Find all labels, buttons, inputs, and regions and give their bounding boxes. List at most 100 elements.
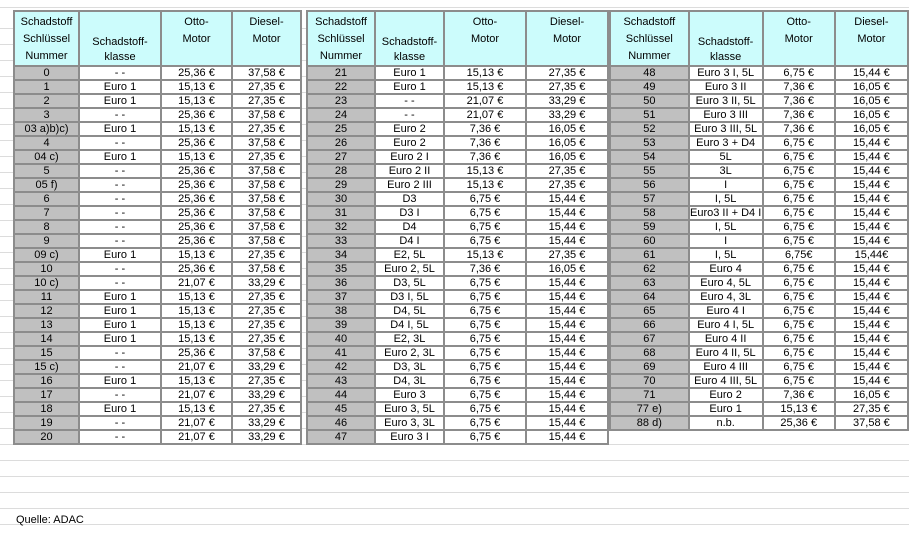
- cell-otto-motor: 25,36 €: [160, 163, 233, 179]
- cell-schadstoffklasse: Euro 4 III, 5L: [687, 373, 764, 389]
- cell-diesel-motor: 37,58 €: [231, 219, 302, 235]
- cell-otto-motor: 6,75 €: [761, 191, 836, 207]
- cell-schluessel-nummer: 33: [306, 233, 376, 249]
- cell-schadstoffklasse: Euro 3 III, 5L: [687, 121, 764, 137]
- cell-schluessel-nummer: 48: [609, 65, 690, 81]
- table-row: 30 D3 6,75 €15,44 €: [306, 191, 609, 207]
- table-row: 22 Euro 1 15,13 €27,35 €: [306, 79, 609, 95]
- cell-schadstoffklasse: E2, 5L: [374, 247, 445, 263]
- cell-schadstoffklasse: D4, 3L: [374, 373, 445, 389]
- cell-schadstoffklasse: Euro 1: [78, 373, 162, 389]
- cell-diesel-motor: 27,35 €: [231, 289, 302, 305]
- cell-schadstoffklasse: - -: [78, 65, 162, 81]
- cell-schadstoffklasse: D4: [374, 219, 445, 235]
- cell-diesel-motor: 37,58 €: [231, 233, 302, 249]
- table-row: 32 D4 6,75 €15,44 €: [306, 219, 609, 235]
- cell-schluessel-nummer: 40: [306, 331, 376, 347]
- cell-schluessel-nummer: 32: [306, 219, 376, 235]
- table-row: 29 Euro 2 III 15,13 €27,35 €: [306, 177, 609, 193]
- cell-otto-motor: 6,75 €: [443, 429, 527, 445]
- cell-diesel-motor: 15,44 €: [833, 345, 909, 361]
- cell-schadstoffklasse: - -: [78, 219, 162, 235]
- cell-otto-motor: 6,75 €: [761, 373, 836, 389]
- source-note: Quelle: ADAC: [16, 514, 84, 526]
- table-row: 88 d) n.b. 25,36 €37,58 €: [609, 415, 909, 431]
- cell-otto-motor: 6,75 €: [443, 289, 527, 305]
- cell-schluessel-nummer: 26: [306, 135, 376, 151]
- cell-schadstoffklasse: - -: [78, 177, 162, 193]
- cell-diesel-motor: 15,44 €: [833, 191, 909, 207]
- cell-diesel-motor: 27,35 €: [525, 79, 609, 95]
- cell-schluessel-nummer: 30: [306, 191, 376, 207]
- table-row: 68 Euro 4 II, 5L 6,75 €15,44 €: [609, 345, 909, 361]
- cell-schluessel-nummer: 25: [306, 121, 376, 137]
- cell-otto-motor: 6,75 €: [761, 177, 836, 193]
- table-row: 37 D3 I, 5L 6,75 €15,44 €: [306, 289, 609, 305]
- cell-schluessel-nummer: 38: [306, 303, 376, 319]
- cell-diesel-motor: 15,44€: [833, 247, 909, 263]
- cell-otto-motor: 21,07 €: [160, 387, 233, 403]
- cell-schluessel-nummer: 63: [609, 275, 690, 291]
- cell-schadstoffklasse: I, 5L: [687, 219, 764, 235]
- cell-diesel-motor: 15,44 €: [525, 233, 609, 249]
- cell-diesel-motor: 33,29 €: [525, 107, 609, 123]
- cell-diesel-motor: 37,58 €: [231, 191, 302, 207]
- cell-schadstoffklasse: Euro 2 I: [374, 149, 445, 165]
- header-line: Schadstoff: [623, 16, 676, 28]
- cell-schadstoffklasse: Euro 1: [374, 79, 445, 95]
- cell-schluessel-nummer: 64: [609, 289, 690, 305]
- cell-schadstoffklasse: D3, 3L: [374, 359, 445, 375]
- header-otto-motor: Otto- Motor: [443, 10, 527, 67]
- table-row: 05 f) - -25,36 €37,58 €: [13, 177, 302, 193]
- cell-otto-motor: 25,36 €: [160, 261, 233, 277]
- cell-diesel-motor: 15,44 €: [833, 303, 909, 319]
- table-row: 13 Euro 1 15,13 €27,35 €: [13, 317, 302, 333]
- cell-diesel-motor: 37,58 €: [231, 177, 302, 193]
- table-row: 25 Euro 2 7,36 €16,05 €: [306, 121, 609, 137]
- header-schadstoffklasse: Schadstoff-klasse: [374, 10, 445, 67]
- cell-otto-motor: 25,36 €: [160, 345, 233, 361]
- cell-diesel-motor: 15,44 €: [833, 317, 909, 333]
- cell-schluessel-nummer: 77 e): [609, 401, 690, 417]
- cell-schluessel-nummer: 43: [306, 373, 376, 389]
- table-row: 54 5L 6,75 €15,44 €: [609, 149, 909, 165]
- cell-schluessel-nummer: 6: [13, 191, 80, 207]
- cell-schadstoffklasse: - -: [374, 93, 445, 109]
- cell-schluessel-nummer: 20: [13, 429, 80, 445]
- cell-diesel-motor: 15,44 €: [833, 135, 909, 151]
- cell-diesel-motor: 27,35 €: [525, 247, 609, 263]
- cell-schadstoffklasse: Euro 1: [374, 65, 445, 81]
- cell-schadstoffklasse: n.b.: [687, 415, 764, 431]
- cell-schluessel-nummer: 52: [609, 121, 690, 137]
- header-line: Nummer: [25, 50, 68, 62]
- cell-schluessel-nummer: 21: [306, 65, 376, 81]
- header-line: Motor: [252, 33, 281, 45]
- cell-otto-motor: 25,36 €: [160, 191, 233, 207]
- cell-diesel-motor: 15,44 €: [525, 219, 609, 235]
- cell-schluessel-nummer: 60: [609, 233, 690, 249]
- table-row: 9- -25,36 €37,58 €: [13, 233, 302, 249]
- cell-otto-motor: 7,36 €: [761, 121, 836, 137]
- header-schluessel-nummer: Schadstoff Schlüssel Nummer: [306, 10, 376, 67]
- table-row: 03 a)b)c) Euro 1 15,13 €27,35 €: [13, 121, 302, 137]
- table-row: 15 c) - -21,07 €33,29 €: [13, 359, 302, 375]
- cell-schadstoffklasse: Euro 4: [687, 261, 764, 277]
- cell-diesel-motor: 15,44 €: [525, 303, 609, 319]
- table-row: 34 E2, 5L 15,13 €27,35 €: [306, 247, 609, 263]
- table-row: 26 Euro 2 7,36 €16,05 €: [306, 135, 609, 151]
- table-row: 19- -21,07 €33,29 €: [13, 415, 302, 431]
- table-row: 2 Euro 1 15,13 €27,35 €: [13, 93, 302, 109]
- cell-otto-motor: 7,36 €: [761, 93, 836, 109]
- cell-otto-motor: 21,07 €: [443, 107, 527, 123]
- header-line: Diesel-: [854, 16, 889, 28]
- cell-otto-motor: 15,13 €: [160, 373, 233, 389]
- cell-schadstoffklasse: Euro 3: [374, 387, 445, 403]
- cell-diesel-motor: 27,35 €: [231, 303, 302, 319]
- table-row: 67 Euro 4 II 6,75 €15,44 €: [609, 331, 909, 347]
- cell-otto-motor: 7,36 €: [443, 135, 527, 151]
- table-row: 40 E2, 3L 6,75 €15,44 €: [306, 331, 609, 347]
- cell-diesel-motor: 15,44 €: [833, 261, 909, 277]
- cell-schluessel-nummer: 56: [609, 177, 690, 193]
- cell-otto-motor: 6,75 €: [761, 65, 836, 81]
- cell-diesel-motor: 15,44 €: [833, 65, 909, 81]
